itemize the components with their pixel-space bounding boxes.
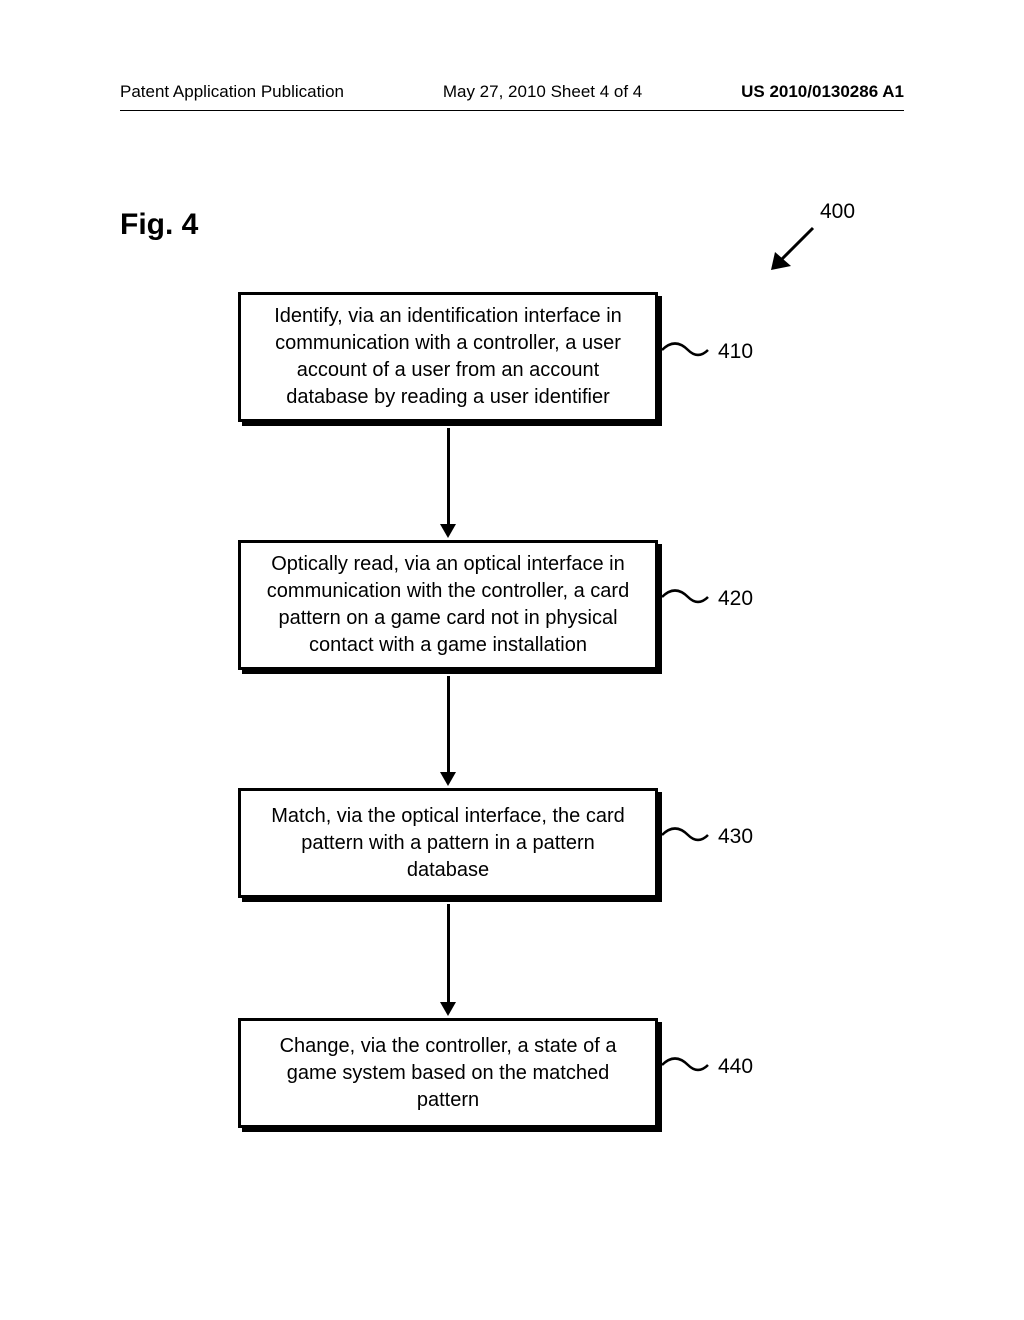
ref-curve-icon [660, 1050, 710, 1080]
step-box-410: Identify, via an identification interfac… [238, 292, 658, 422]
ref-curve-icon [660, 582, 710, 612]
step-ref-430: 430 [718, 825, 753, 849]
step-ref-440: 440 [718, 1055, 753, 1079]
step-ref-420: 420 [718, 587, 753, 611]
flowchart: Identify, via an identification interfac… [0, 0, 1024, 1320]
step-box-420: Optically read, via an optical interface… [238, 540, 658, 670]
step-text: Match, via the optical interface, the ca… [259, 803, 637, 884]
connector-line [447, 676, 450, 774]
arrowhead-icon [440, 524, 456, 538]
arrowhead-icon [440, 772, 456, 786]
step-box-430: Match, via the optical interface, the ca… [238, 788, 658, 898]
step-text: Optically read, via an optical interface… [259, 551, 637, 659]
step-box-440: Change, via the controller, a state of a… [238, 1018, 658, 1128]
connector-line [447, 904, 450, 1004]
arrowhead-icon [440, 1002, 456, 1016]
connector-line [447, 428, 450, 526]
ref-curve-icon [660, 820, 710, 850]
step-text: Identify, via an identification interfac… [259, 303, 637, 411]
ref-curve-icon [660, 335, 710, 365]
step-text: Change, via the controller, a state of a… [259, 1033, 637, 1114]
step-ref-410: 410 [718, 340, 753, 364]
